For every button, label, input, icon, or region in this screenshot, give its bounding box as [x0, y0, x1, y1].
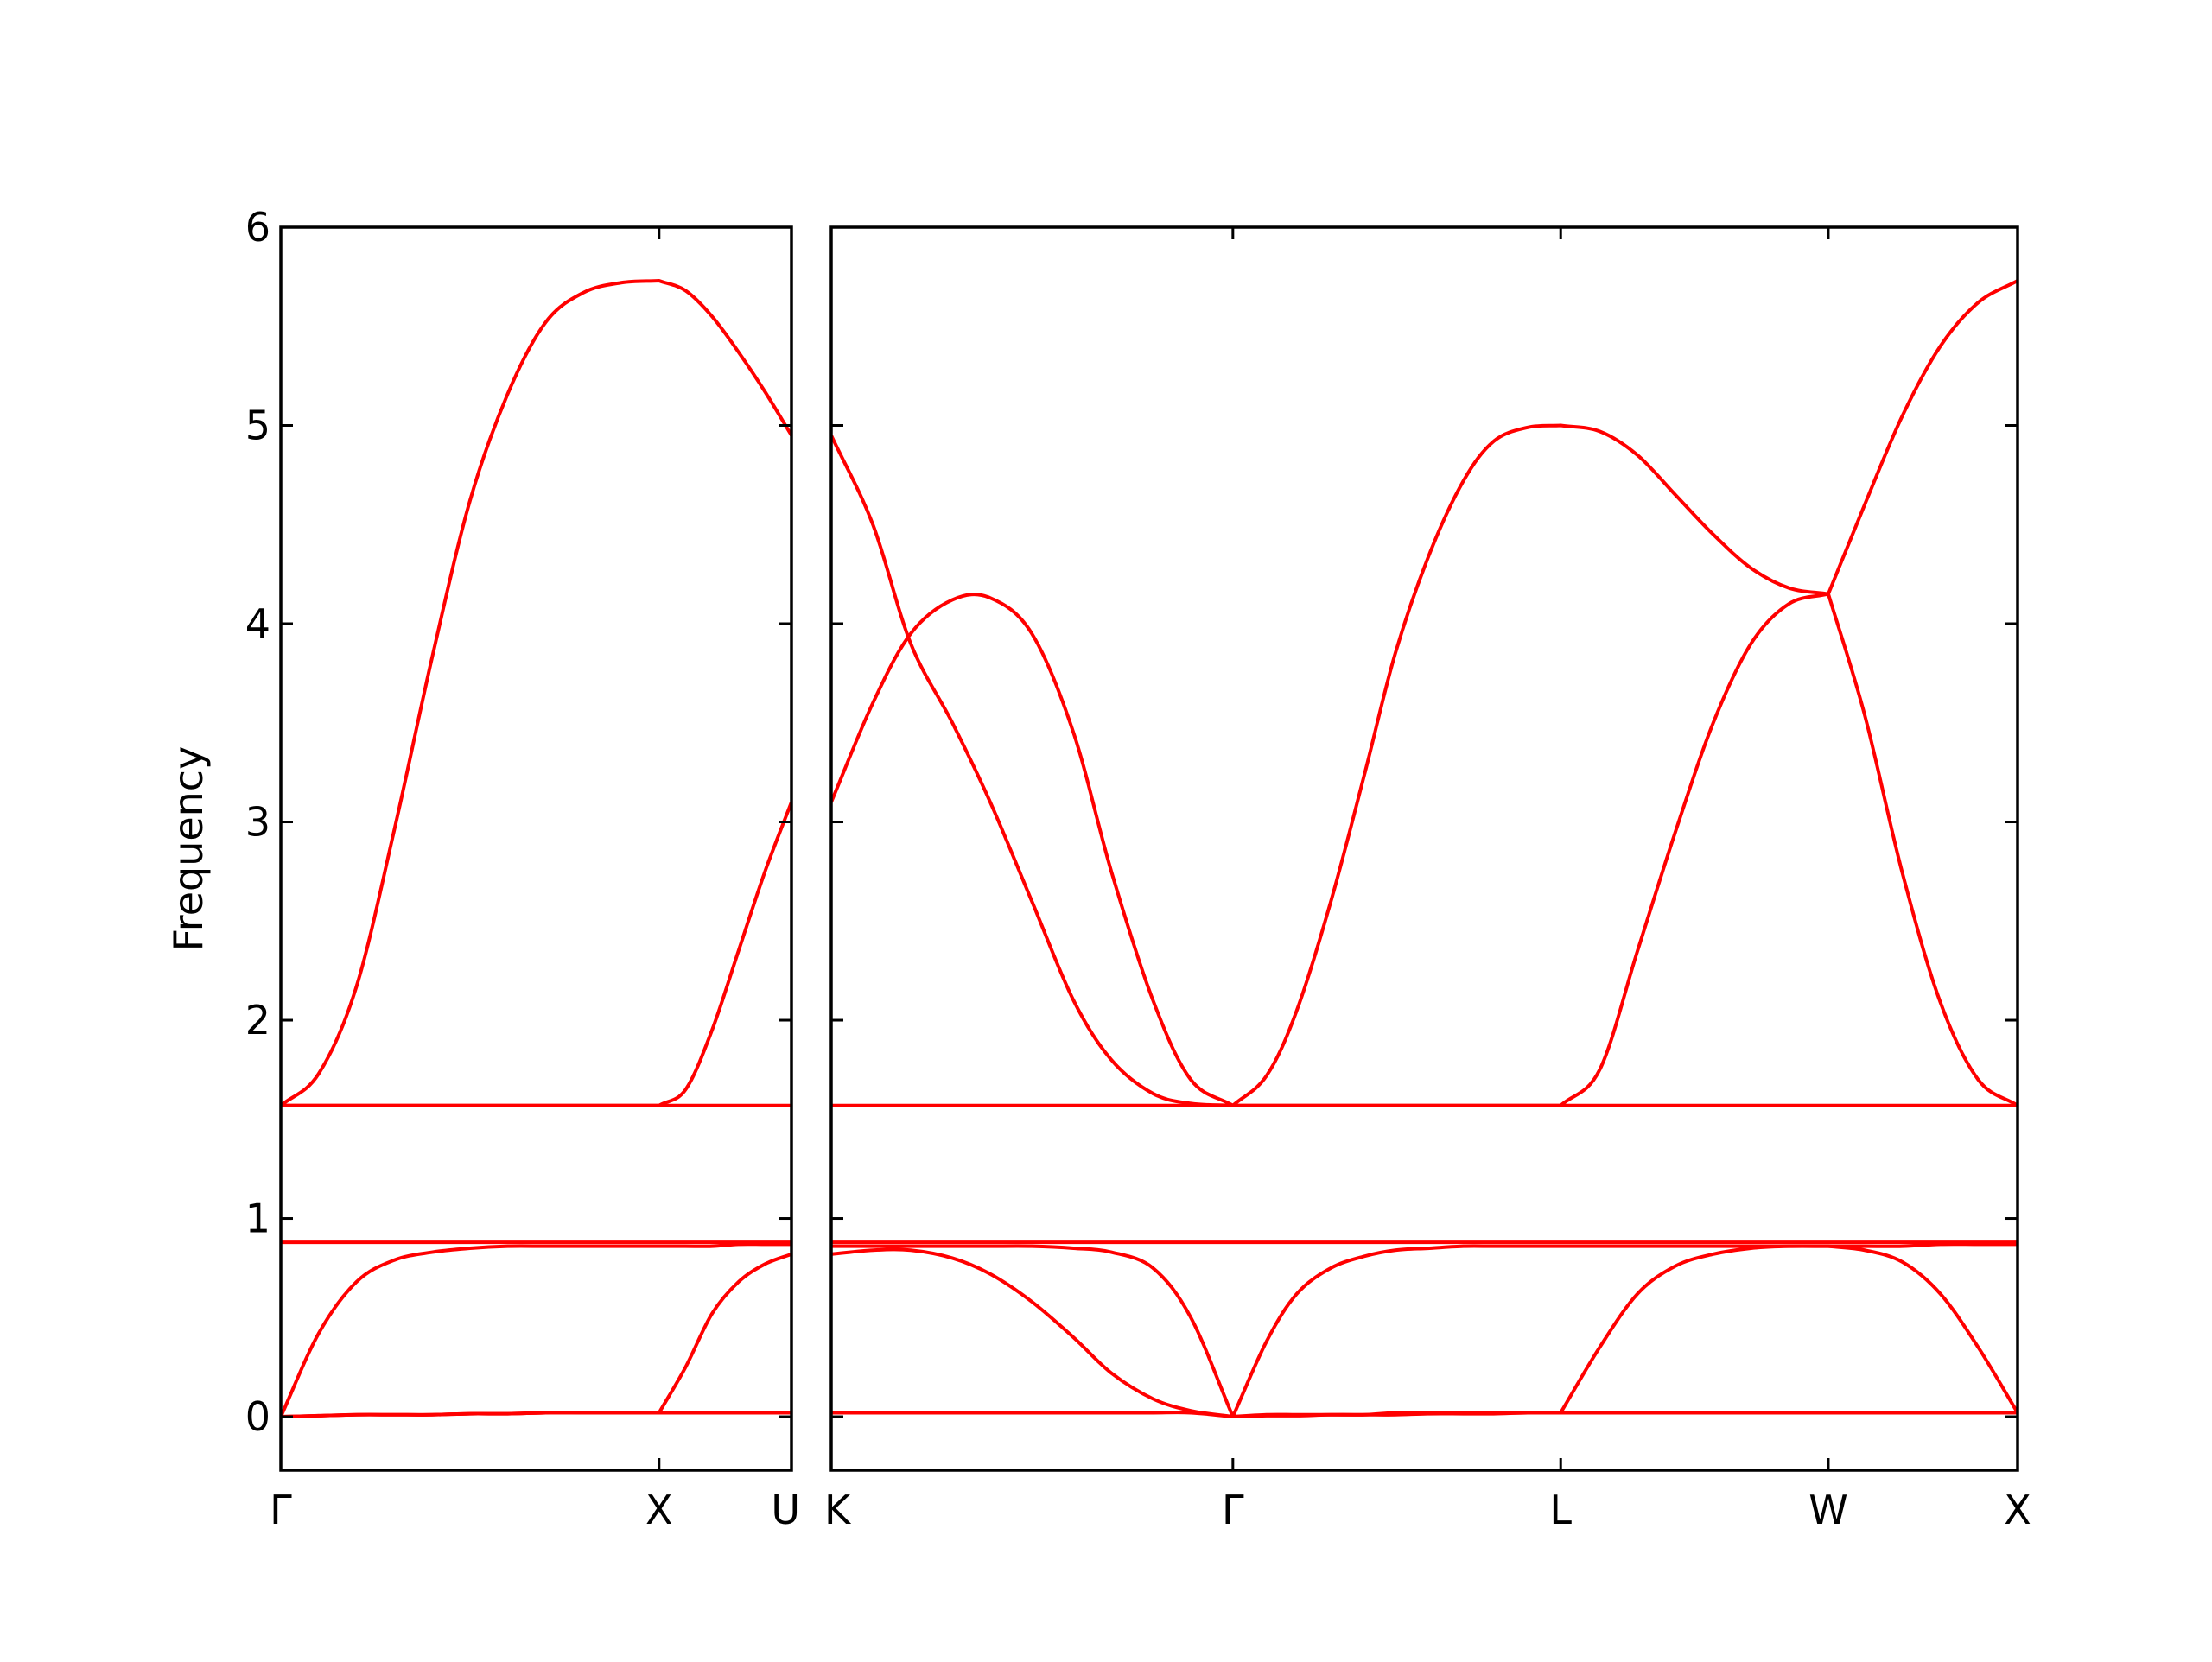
y-tick-label: 3	[245, 799, 270, 846]
plot-area	[281, 278, 791, 1419]
x-tick-label: U	[771, 1487, 800, 1533]
y-tick-label: 6	[245, 204, 270, 251]
x-tick-label: W	[1808, 1487, 1847, 1533]
band-line	[831, 1411, 2018, 1419]
x-tick-label: L	[1549, 1487, 1572, 1533]
plot-area	[831, 279, 2018, 1419]
y-tick-label: 0	[245, 1393, 270, 1440]
y-axis-label: Frequency	[165, 746, 212, 952]
plot-frame	[279, 225, 793, 1472]
band-line	[831, 279, 2018, 1107]
band-line	[281, 1242, 791, 1418]
x-tick-label: Γ	[1222, 1487, 1244, 1533]
y-tick-label: 5	[245, 403, 270, 449]
band-line	[281, 1411, 791, 1419]
x-tick-label: X	[645, 1487, 673, 1533]
band-line	[281, 278, 791, 1107]
y-tick-label: 4	[245, 600, 270, 647]
plot-frame	[830, 225, 2019, 1472]
y-tick-label: 2	[245, 997, 270, 1044]
x-tick-label: X	[2004, 1487, 2031, 1533]
x-tick-label: Γ	[270, 1487, 292, 1533]
x-tick-label: K	[824, 1487, 852, 1533]
y-tick-label: 1	[245, 1196, 270, 1242]
